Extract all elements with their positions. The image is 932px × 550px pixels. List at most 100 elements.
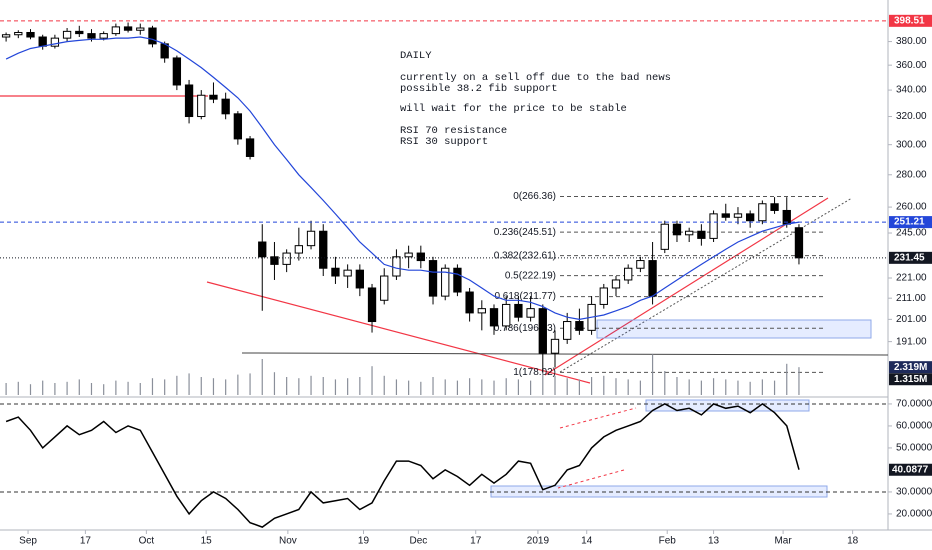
candle-body [709, 213, 718, 239]
candle-body [355, 269, 364, 289]
candle-body [441, 267, 450, 297]
candle-body [599, 287, 608, 305]
y-tick-label: 360.00 [896, 60, 927, 71]
price-tag [889, 14, 932, 27]
candle-body [489, 308, 499, 327]
y-tick-label: 260.00 [896, 202, 927, 213]
note-line: will wait for the price to be stable [400, 103, 627, 115]
candle-body [367, 287, 377, 323]
fib-label: 0(266.36) [513, 191, 556, 202]
channel-line [559, 197, 853, 373]
x-tick-label: Nov [279, 536, 297, 547]
note: DAILY currently on a sell off due to the … [400, 50, 671, 148]
candle-body [416, 252, 425, 262]
candle-body [746, 213, 755, 222]
volume-tag [889, 361, 932, 374]
candle-body [62, 30, 72, 39]
y-tick-label: 191.00 [896, 336, 927, 347]
fib-label: 0.5(222.19) [505, 270, 556, 281]
candle-body [453, 267, 462, 293]
rsi-arrow [559, 407, 637, 429]
x-tick-label: Oct [139, 536, 155, 547]
x-tick-label: 17 [80, 536, 92, 547]
rsi-line [5, 402, 800, 528]
price-tag [889, 251, 932, 264]
price-tag-label: 231.45 [894, 252, 925, 263]
candle-body [245, 138, 255, 157]
fib-label: 0.786(196.93) [494, 323, 556, 334]
candle-body [611, 279, 621, 289]
moving-average [5, 36, 800, 321]
candle-body [794, 227, 804, 259]
candle-body [563, 321, 572, 340]
candle-body [148, 27, 157, 45]
y-tick-label: 20.0000 [896, 509, 932, 520]
candle-body [758, 203, 767, 222]
y-tick-label: 300.00 [896, 139, 927, 150]
candle-body [282, 252, 291, 265]
x-tick-label: 2019 [527, 536, 550, 547]
x-tick-label: Sep [19, 536, 37, 547]
candle-body [685, 230, 694, 236]
candle-body [38, 36, 47, 47]
y-tick-label: 320.00 [896, 111, 927, 122]
rsi-resistance-zone [645, 399, 810, 412]
x-tick-label: Mar [774, 536, 792, 547]
fib-label: 0.382(232.61) [494, 250, 556, 261]
price-tag-label: 251.21 [894, 217, 925, 228]
candle-body [294, 245, 304, 254]
volume-tag [889, 373, 932, 386]
candle-body [172, 57, 182, 86]
candle-body [538, 308, 547, 354]
candle-body [477, 308, 486, 314]
candle-body [233, 113, 243, 140]
x-tick-label: 17 [470, 536, 482, 547]
trend-line [544, 197, 829, 376]
candle-body [721, 213, 730, 218]
candle-body [428, 260, 438, 297]
candle-body [380, 275, 389, 301]
x-tick-label: Dec [409, 536, 427, 547]
y-tick-label: 50.0000 [896, 443, 932, 454]
support-line [241, 352, 889, 356]
candle-body [636, 260, 645, 269]
candle-body [221, 98, 230, 115]
y-tick-label: 221.00 [896, 273, 927, 284]
y-tick-label: 280.00 [896, 169, 927, 180]
x-tick-label: 15 [201, 536, 213, 547]
note-line: currently on a sell off due to the bad n… [400, 72, 671, 84]
candle-body [575, 321, 584, 331]
fib-label: 0.236(245.51) [494, 227, 556, 238]
y-tick-label: 380.00 [896, 36, 927, 47]
note-line: possible 38.2 fib support [400, 83, 558, 95]
candle-body [111, 26, 121, 35]
candle-body [136, 27, 145, 31]
candle-body [184, 84, 194, 118]
candle-body [404, 252, 413, 258]
candle-body [770, 203, 779, 211]
y-tick-label: 340.00 [896, 85, 927, 96]
candle-body [697, 230, 706, 239]
rsi-tag-label: 40.0877 [892, 464, 929, 475]
candle-body [50, 37, 60, 47]
note-line: RSI 30 support [400, 136, 488, 148]
y-tick-label: 70.0000 [896, 399, 932, 410]
candle-body [1, 34, 11, 38]
candle-body [331, 267, 340, 277]
candle-body [648, 260, 657, 297]
price-tag [889, 216, 932, 229]
candle-body [270, 256, 279, 265]
candle-body [26, 31, 35, 38]
candle-body [514, 303, 523, 318]
x-tick-label: 13 [708, 536, 720, 547]
candle-body [75, 30, 84, 35]
x-tick-label: 18 [847, 536, 859, 547]
candle-body [550, 338, 560, 354]
note-line: DAILY [400, 50, 432, 62]
y-tick-label: 30.0000 [896, 487, 932, 498]
y-tick-label: 201.00 [896, 314, 927, 325]
candle-body [306, 230, 316, 247]
demand-zone [596, 319, 872, 339]
candle-body [14, 31, 23, 36]
